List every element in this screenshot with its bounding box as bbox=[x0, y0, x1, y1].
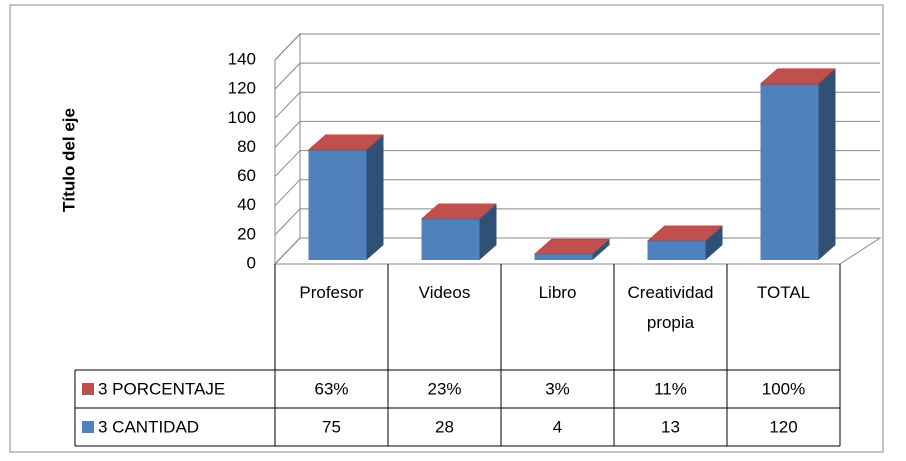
table-cell: 3% bbox=[545, 379, 570, 398]
y-tick-label: 100 bbox=[228, 108, 256, 127]
table-cell: 100% bbox=[762, 379, 805, 398]
x-tick-label: Creatividad propia bbox=[624, 278, 717, 338]
x-tick-label: Libro bbox=[511, 278, 604, 308]
y-tick-label: 140 bbox=[228, 49, 256, 68]
y-tick-label: 0 bbox=[247, 253, 256, 272]
legend-label: 3 CANTIDAD bbox=[98, 417, 199, 436]
table-cell: 13 bbox=[661, 417, 680, 436]
y-tick-label: 60 bbox=[237, 166, 256, 185]
x-tick-label-box: Videos bbox=[398, 278, 491, 373]
table-cell: 11% bbox=[654, 379, 687, 398]
x-tick-label-box: Profesor bbox=[285, 278, 378, 373]
x-tick-label: TOTAL bbox=[737, 278, 830, 308]
x-tick-label-box: TOTAL bbox=[737, 278, 830, 373]
bar bbox=[648, 241, 706, 260]
bar bbox=[535, 254, 593, 260]
y-tick-label: 40 bbox=[237, 195, 256, 214]
table-cell: 23% bbox=[427, 379, 461, 398]
table-cell: 28 bbox=[435, 417, 454, 436]
x-tick-label: Videos bbox=[398, 278, 491, 308]
legend-label: 3 PORCENTAJE bbox=[98, 379, 225, 398]
legend-swatch bbox=[82, 421, 94, 433]
bar-side bbox=[819, 70, 836, 260]
legend-swatch bbox=[82, 383, 94, 395]
bar bbox=[761, 85, 819, 260]
table-cell: 120 bbox=[769, 417, 797, 436]
y-tick-label: 80 bbox=[237, 137, 256, 156]
bar-side bbox=[367, 136, 384, 260]
x-tick-label: Profesor bbox=[285, 278, 378, 308]
y-tick-label: 20 bbox=[237, 224, 256, 243]
table-cell: 63% bbox=[314, 379, 348, 398]
x-tick-label-box: Creatividad propia bbox=[624, 278, 717, 373]
table-cell: 4 bbox=[553, 417, 562, 436]
bar bbox=[309, 151, 367, 260]
y-tick-label: 120 bbox=[228, 79, 256, 98]
x-tick-label-box: Libro bbox=[511, 278, 604, 373]
table-cell: 75 bbox=[322, 417, 341, 436]
bar bbox=[422, 219, 480, 260]
y-axis-title: Título del eje bbox=[59, 108, 78, 212]
